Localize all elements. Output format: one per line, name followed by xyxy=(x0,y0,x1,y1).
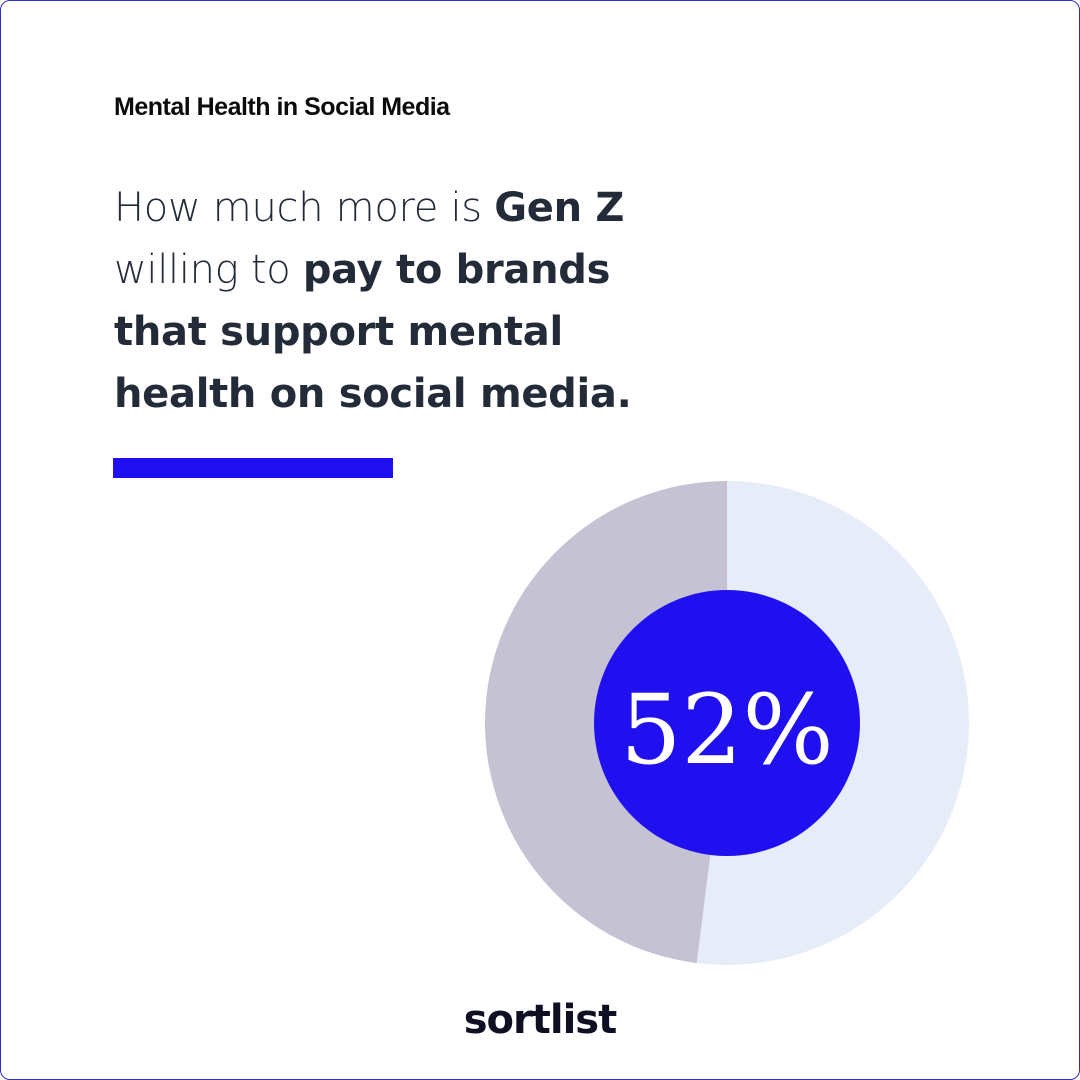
donut-center xyxy=(594,590,860,856)
sortlist-logo: sortlist xyxy=(463,997,618,1043)
headline-line: health on social media. xyxy=(114,363,632,425)
headline-text: How much more is xyxy=(114,185,495,231)
center-label: 52% xyxy=(620,674,833,786)
accent-bar xyxy=(113,458,393,478)
headline-emphasis: that support mental xyxy=(114,309,563,355)
headline-line: How much more is Gen Z xyxy=(114,177,632,239)
kicker-title: Mental Health in Social Media xyxy=(114,93,450,121)
headline-emphasis: Gen Z xyxy=(494,185,625,231)
headline-emphasis: health on social media. xyxy=(114,371,632,417)
headline-text: willing to xyxy=(114,247,303,293)
headline-emphasis: pay to brands xyxy=(302,247,611,293)
headline-line: willing to pay to brands xyxy=(114,239,632,301)
headline-line: that support mental xyxy=(114,301,632,363)
